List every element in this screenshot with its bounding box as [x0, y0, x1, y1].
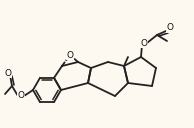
- Text: O: O: [166, 24, 173, 33]
- Text: O: O: [140, 39, 147, 47]
- Text: O: O: [67, 51, 74, 60]
- Text: O: O: [17, 92, 24, 100]
- Text: O: O: [4, 68, 11, 77]
